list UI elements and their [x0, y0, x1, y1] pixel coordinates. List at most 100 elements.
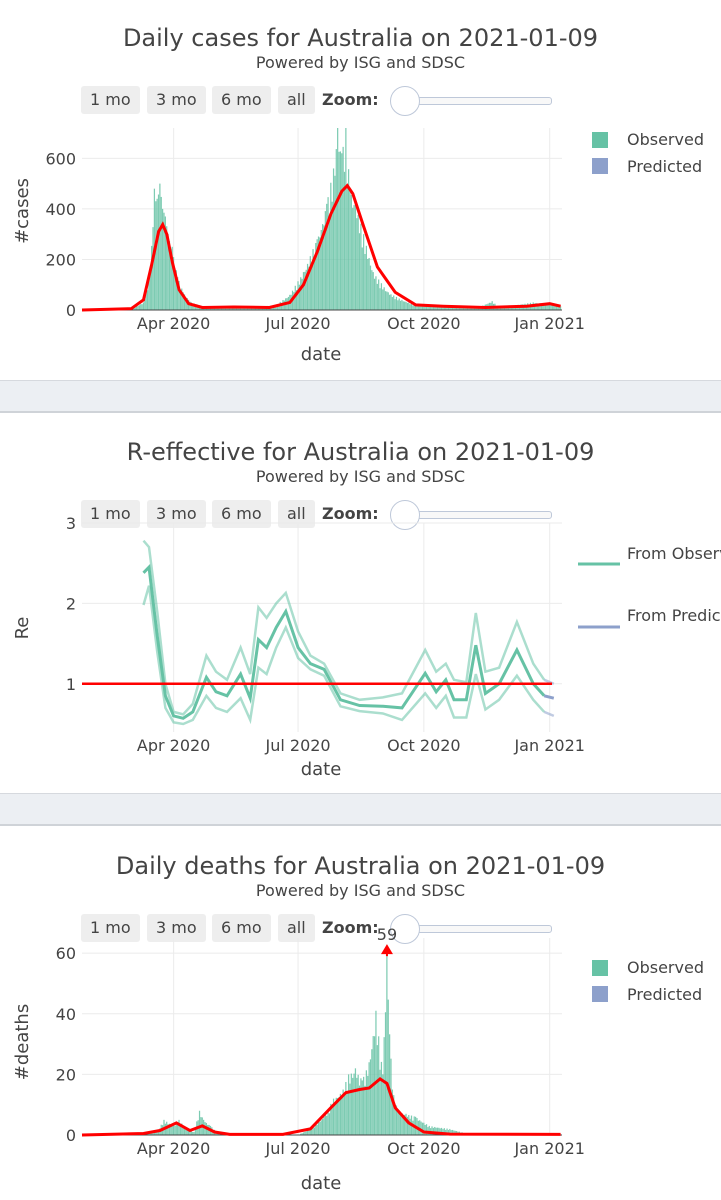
cases-bar: [549, 303, 551, 310]
cases-y-tick-label: 0: [66, 301, 76, 320]
cases-bar: [172, 257, 175, 310]
re-observed-median-line: [142, 563, 546, 720]
deaths-annotation-arrow-head: [380, 944, 393, 955]
re-y-tick-label: 1: [66, 675, 76, 694]
deaths-legend[interactable]: Observed Predicted: [592, 958, 704, 1004]
range-all-button[interactable]: all: [278, 86, 315, 114]
range-6mo-button[interactable]: 6 mo: [212, 86, 271, 114]
re-x-axis-label: date: [301, 759, 342, 780]
re-legend[interactable]: From Observed From Predicted: [578, 544, 721, 629]
cases-bar: [464, 306, 466, 310]
cases-bar: [447, 307, 450, 310]
deaths-bar: [334, 1102, 336, 1135]
deaths-bar: [309, 1128, 311, 1135]
range-3mo-button[interactable]: 3 mo: [147, 914, 206, 942]
cases-bar: [434, 305, 436, 310]
range-1mo-button[interactable]: 1 mo: [81, 914, 140, 942]
deaths-bar: [383, 1037, 385, 1135]
cases-bar: [461, 306, 463, 310]
deaths-bar: [339, 1093, 342, 1135]
re-predicted-lower-line: [543, 710, 555, 718]
cases-bar: [460, 307, 462, 310]
cases-bar: [356, 218, 358, 310]
deaths-panel: Daily deaths for Australia on 2021-01-09…: [0, 826, 721, 1200]
cases-bar: [363, 234, 365, 310]
cases-bar: [306, 263, 309, 310]
cases-bar: [365, 245, 367, 310]
cases-bar: [145, 290, 147, 310]
cases-bar: [425, 305, 428, 310]
deaths-bar: [399, 1115, 402, 1135]
cases-bar: [152, 227, 154, 310]
deaths-bar: [177, 1123, 179, 1135]
deaths-bar: [308, 1130, 310, 1135]
deaths-bar: [367, 1075, 369, 1135]
cases-bar: [393, 295, 395, 310]
range-6mo-button[interactable]: 6 mo: [212, 914, 271, 942]
deaths-bar: [156, 1131, 158, 1135]
deaths-bar: [328, 1113, 331, 1135]
deaths-x-axis-label: date: [301, 1173, 342, 1194]
cases-bar: [551, 304, 553, 310]
deaths-bar: [450, 1130, 452, 1135]
cases-bar: [465, 307, 467, 310]
range-all-button[interactable]: all: [278, 914, 315, 942]
cases-bar: [346, 185, 348, 310]
range-1mo-button[interactable]: 1 mo: [81, 86, 140, 114]
cases-bar: [168, 241, 171, 310]
cases-bar: [414, 304, 417, 310]
cases-bar: [376, 283, 378, 310]
deaths-bar: [365, 1070, 367, 1135]
cases-bar: [315, 243, 317, 310]
deaths-bar: [375, 1010, 377, 1135]
cases-bar: [364, 253, 366, 310]
cases-bar: [423, 305, 425, 310]
cases-chart-subtitle: Powered by ISG and SDSC: [255, 53, 466, 72]
cases-bar: [328, 218, 331, 310]
deaths-bar: [446, 1128, 448, 1135]
deaths-bar: [387, 999, 389, 1135]
deaths-bar: [190, 1131, 192, 1135]
cases-bar: [338, 151, 340, 310]
cases-bar: [412, 305, 414, 310]
cases-bar: [138, 305, 140, 310]
cases-bar: [140, 304, 142, 310]
range-3mo-button[interactable]: 3 mo: [147, 86, 206, 114]
cases-bar: [445, 307, 447, 310]
cases-bar: [311, 264, 313, 310]
cases-x-tick-label: Apr 2020: [137, 314, 210, 333]
cases-bar: [428, 305, 430, 310]
cases-bar: [179, 290, 182, 310]
re-predicted-upper-line: [543, 678, 555, 685]
zoom-label: Zoom:: [322, 918, 379, 937]
deaths-bar: [401, 1113, 403, 1135]
re-y-tick-label: 3: [66, 514, 76, 533]
cases-bar: [331, 201, 333, 310]
cases-bar: [352, 207, 354, 310]
cases-bar: [335, 149, 337, 310]
zoom-slider-handle[interactable]: [390, 86, 420, 116]
cases-bar: [540, 304, 543, 310]
deaths-bar: [373, 1036, 376, 1135]
cases-bar: [555, 305, 558, 310]
cases-bar: [320, 229, 322, 310]
deaths-bar: [218, 1133, 220, 1135]
deaths-bar: [148, 1133, 150, 1135]
zoom-slider-handle[interactable]: [390, 914, 420, 944]
cases-bar: [410, 303, 413, 310]
cases-bar: [162, 208, 164, 310]
cases-bar: [436, 306, 439, 310]
zoom-slider-handle[interactable]: [390, 500, 420, 530]
cases-bar: [137, 305, 139, 310]
deaths-bar: [406, 1116, 409, 1135]
deaths-bar: [364, 1085, 366, 1135]
deaths-bar: [183, 1127, 186, 1135]
cases-bar: [301, 278, 303, 310]
deaths-bar: [425, 1124, 428, 1135]
cases-legend[interactable]: Observed Predicted: [592, 130, 704, 176]
deaths-bar: [304, 1131, 306, 1135]
deaths-bar: [440, 1127, 443, 1135]
cases-bar: [313, 260, 316, 310]
cases-bar: [398, 298, 400, 310]
cases-bar: [341, 153, 343, 310]
